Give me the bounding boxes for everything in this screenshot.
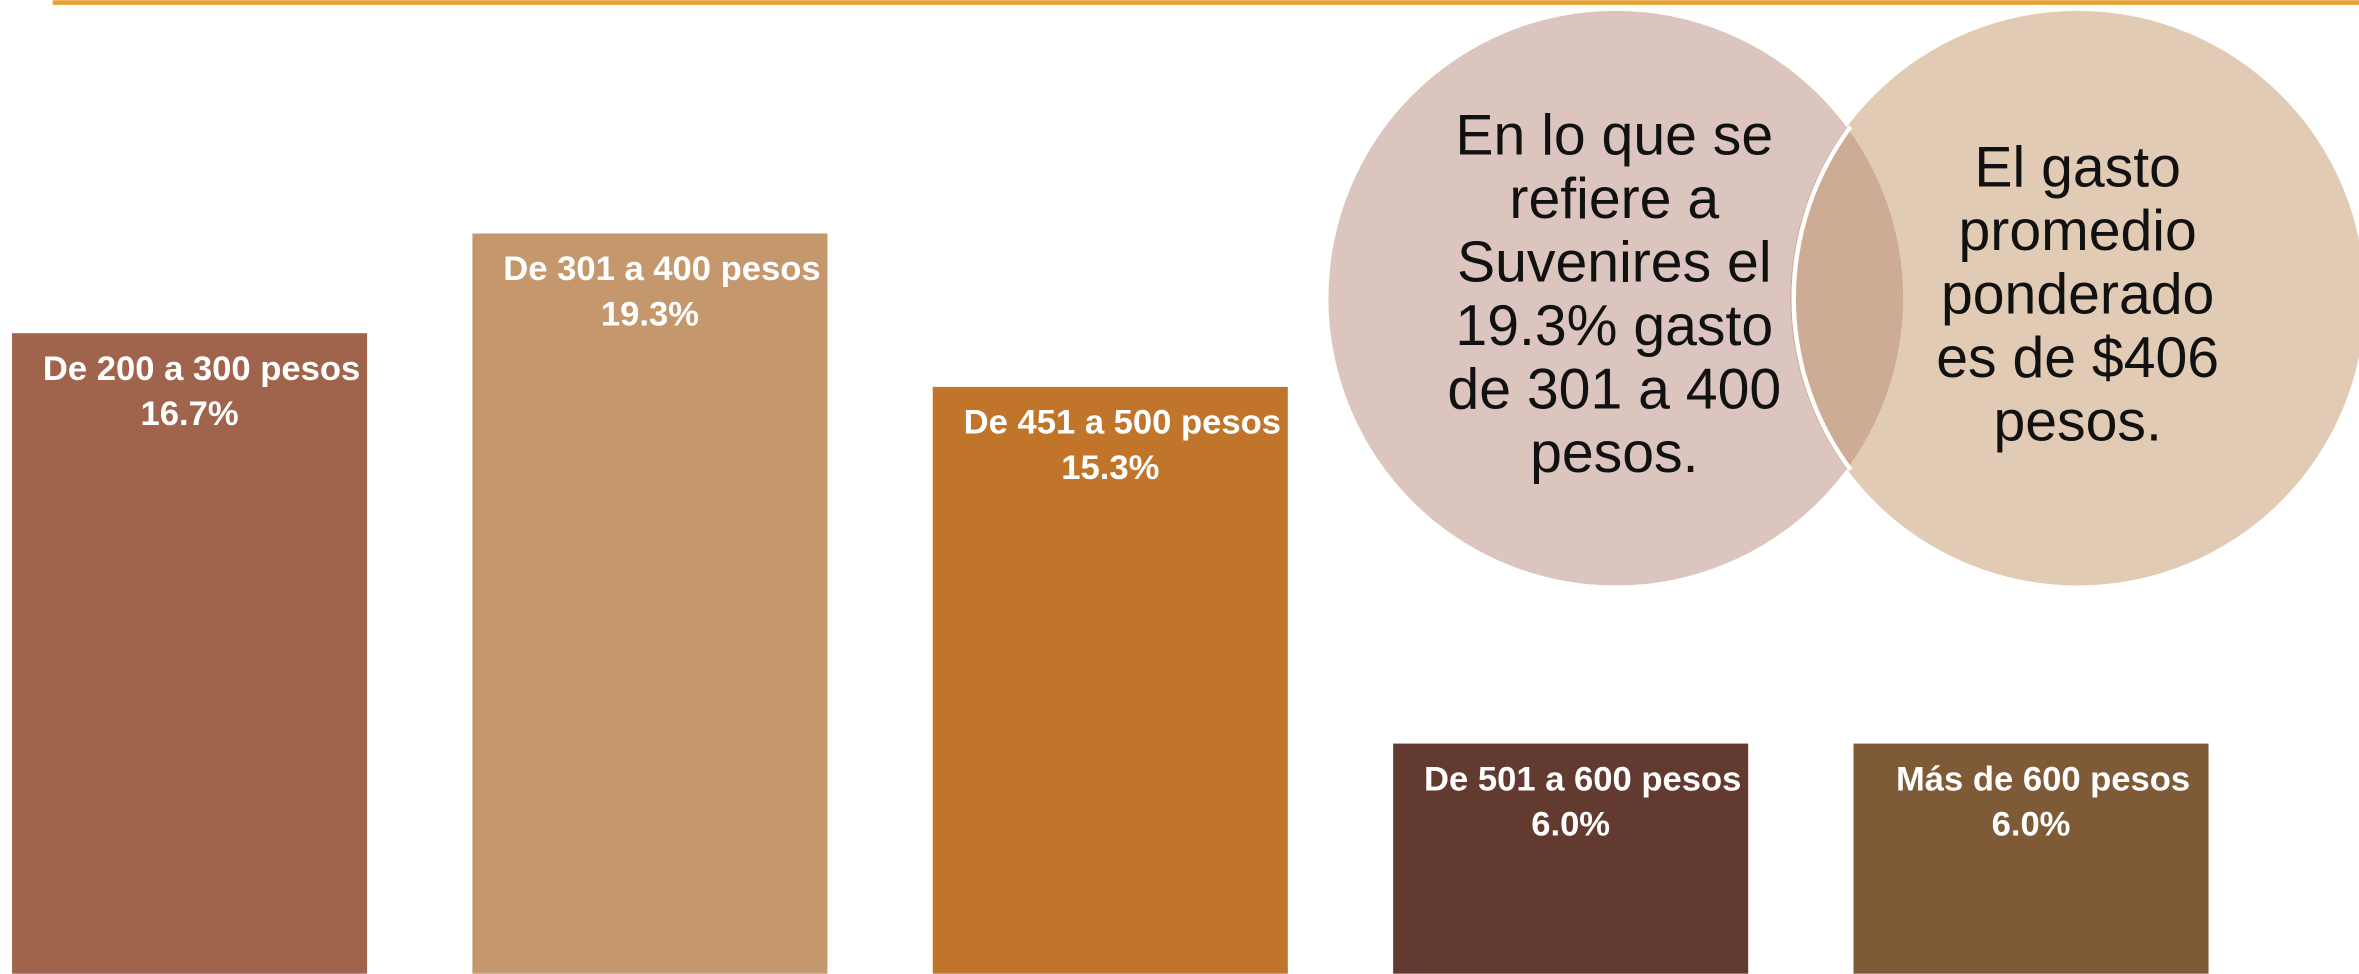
bar <box>1853 743 2209 974</box>
annotation-line: En lo que se <box>1455 104 1773 168</box>
value-label: 15.3% <box>1061 449 1159 487</box>
category-label: Más de 600 pesos <box>1896 760 2190 798</box>
annotation-line: ponderado <box>1941 262 2214 326</box>
category-label: De 200 a 300 pesos <box>43 350 360 388</box>
bars: De 200 a 300 pesos 16.7% De 301 a 400 peso… <box>12 233 2209 974</box>
bar <box>932 386 1288 974</box>
value-label: 16.7% <box>141 395 239 433</box>
venn-divider <box>1791 125 1853 472</box>
value-label: 19.3% <box>601 295 699 333</box>
value-label: 6.0% <box>1531 805 1610 843</box>
value-label: 6.0% <box>1992 805 2071 843</box>
annotation-line: El gasto <box>1974 135 2181 199</box>
annotation-line: promedio <box>1959 199 2197 263</box>
venn-circle-left <box>1328 10 1904 586</box>
venn-circle-right <box>1790 10 2359 586</box>
annotation-line: pesos. <box>1993 389 2161 453</box>
bar <box>472 233 828 974</box>
annotation-line: Suvenires el <box>1457 231 1772 295</box>
annotation-line: es de $406 <box>1936 326 2219 390</box>
category-label: De 451 a 500 pesos <box>964 404 1281 442</box>
bar <box>1393 743 1749 974</box>
category-label: De 301 a 400 pesos <box>503 250 820 288</box>
annotation-line: de 301 a 400 <box>1447 358 1781 422</box>
bar <box>12 333 368 974</box>
annotation-line: pesos. <box>1530 421 1698 485</box>
annotation-line: 19.3% gasto <box>1455 294 1773 358</box>
annotation-line: refiere a <box>1509 167 1719 231</box>
category-label: De 501 a 600 pesos <box>1424 760 1741 798</box>
